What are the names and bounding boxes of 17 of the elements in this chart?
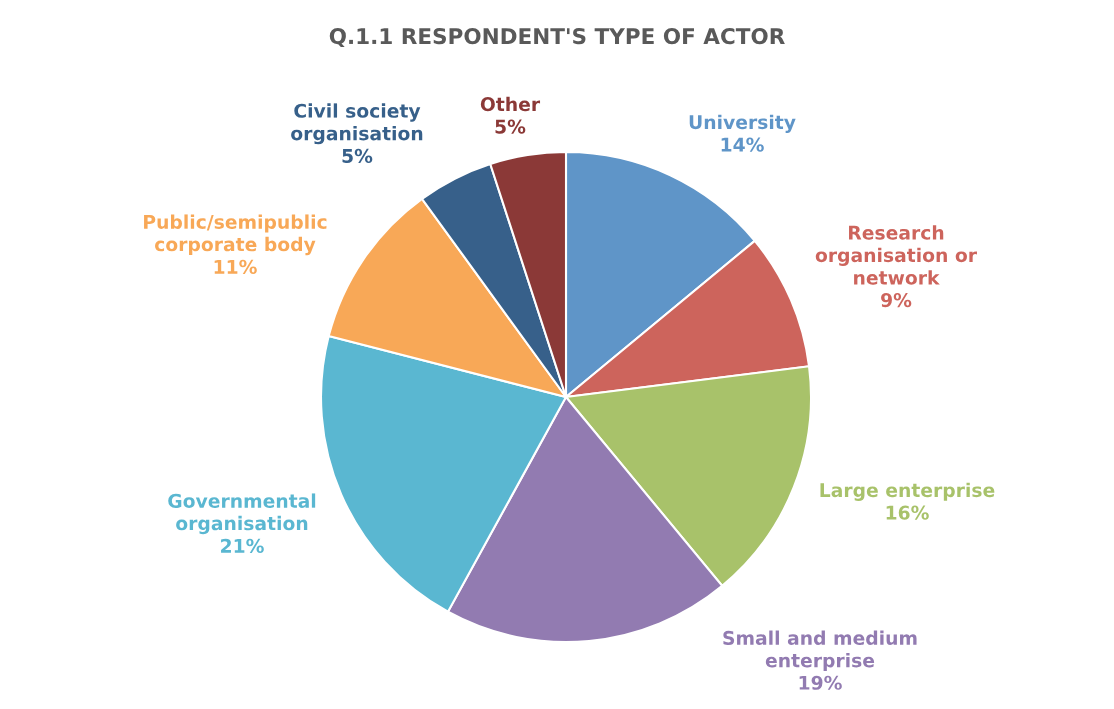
chart-title: Q.1.1 RESPONDENT'S TYPE OF ACTOR (329, 27, 785, 48)
slice-label: Other (480, 96, 541, 112)
data-label: 21% (221, 538, 264, 553)
data-label: 16% (886, 505, 929, 520)
data-label: 5% (495, 119, 526, 134)
slice-label: Large enterprise (820, 482, 995, 501)
slice-label: Public/semipublic corporate body (144, 214, 327, 256)
data-label: 5% (342, 148, 373, 164)
data-label: 11% (214, 259, 257, 274)
slice-label: Research organisation or network (815, 225, 977, 285)
slice-label: Civil society organisation (291, 103, 423, 145)
slice-label: University (689, 114, 796, 133)
slice-label: Small and medium enterprise (723, 630, 917, 672)
data-label: 14% (721, 137, 764, 152)
slice-label: Governmental organisation (168, 493, 316, 535)
data-label: 19% (799, 675, 842, 690)
data-label: 9% (881, 292, 912, 308)
